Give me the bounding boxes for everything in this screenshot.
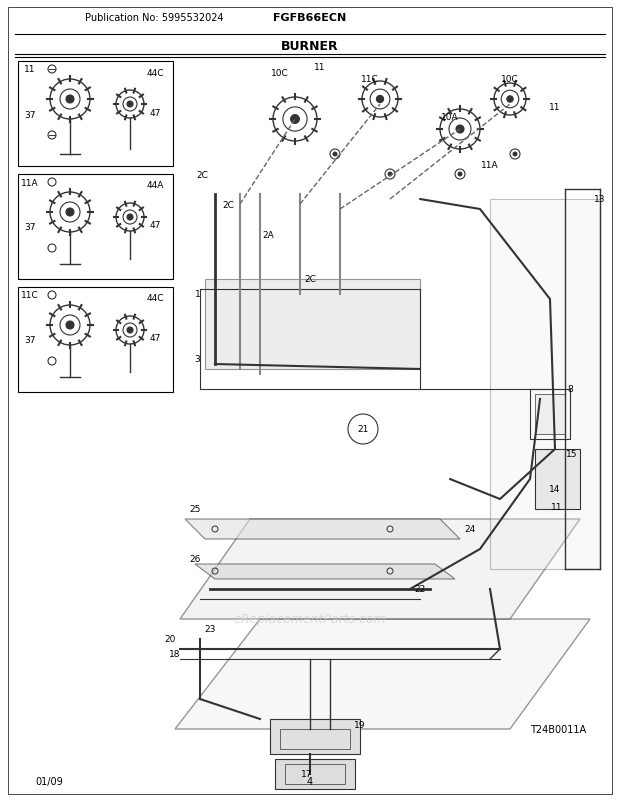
- Text: 10C: 10C: [271, 68, 289, 78]
- Text: 8: 8: [567, 385, 573, 394]
- Polygon shape: [490, 200, 600, 569]
- Text: T24B0011A: T24B0011A: [530, 724, 586, 734]
- Text: 2C: 2C: [196, 170, 208, 180]
- Bar: [285, 764, 345, 784]
- Bar: [280, 729, 350, 749]
- Text: 44C: 44C: [146, 68, 164, 78]
- Text: 44C: 44C: [146, 294, 164, 303]
- Text: 47: 47: [149, 334, 161, 343]
- Text: eReplacementParts.com: eReplacementParts.com: [234, 613, 386, 626]
- Circle shape: [127, 327, 133, 334]
- Circle shape: [458, 172, 462, 176]
- Text: 37: 37: [24, 223, 36, 233]
- Text: 13: 13: [594, 195, 606, 205]
- Circle shape: [333, 153, 337, 157]
- Text: 37: 37: [24, 111, 36, 119]
- Polygon shape: [175, 619, 590, 729]
- Circle shape: [66, 96, 74, 104]
- Bar: [535, 395, 565, 435]
- Text: 44A: 44A: [146, 181, 164, 190]
- Text: 15: 15: [566, 450, 578, 459]
- Text: 2C: 2C: [222, 200, 234, 209]
- Text: 20: 20: [164, 634, 175, 644]
- Text: 23: 23: [205, 625, 216, 634]
- Text: 14: 14: [549, 485, 560, 494]
- Circle shape: [127, 215, 133, 221]
- Text: 26: 26: [189, 555, 201, 564]
- Circle shape: [456, 126, 464, 134]
- Bar: [18, 62, 173, 167]
- Circle shape: [66, 322, 74, 330]
- Text: 11C: 11C: [361, 75, 379, 84]
- Polygon shape: [185, 520, 460, 539]
- Text: 37: 37: [24, 336, 36, 345]
- Text: Publication No: 5995532024: Publication No: 5995532024: [85, 13, 224, 23]
- Text: 47: 47: [149, 221, 161, 230]
- Bar: [18, 288, 173, 392]
- Polygon shape: [180, 520, 580, 619]
- Text: 22: 22: [414, 585, 425, 593]
- Text: 3: 3: [194, 355, 200, 364]
- Text: 47: 47: [149, 108, 161, 117]
- Circle shape: [388, 172, 392, 176]
- Circle shape: [376, 96, 384, 103]
- Text: 17: 17: [301, 770, 312, 779]
- Circle shape: [66, 209, 74, 217]
- Text: 11: 11: [24, 66, 36, 75]
- Text: 2C: 2C: [304, 275, 316, 284]
- Text: 10A: 10A: [441, 113, 459, 123]
- Bar: [530, 390, 570, 439]
- Text: BURNER: BURNER: [281, 39, 339, 52]
- Text: 4: 4: [307, 776, 313, 786]
- Bar: [270, 719, 360, 754]
- Text: 25: 25: [189, 505, 201, 514]
- Text: 11: 11: [314, 63, 326, 72]
- Text: 2A: 2A: [262, 230, 274, 239]
- Text: 01/09: 01/09: [35, 776, 63, 786]
- Text: 1: 1: [195, 290, 201, 299]
- Text: 11: 11: [551, 503, 563, 512]
- Polygon shape: [205, 280, 420, 370]
- Text: 24: 24: [464, 525, 476, 534]
- Bar: [18, 175, 173, 280]
- Bar: [535, 449, 580, 509]
- Circle shape: [507, 97, 513, 103]
- Text: 10C: 10C: [501, 75, 519, 84]
- Text: 19: 19: [354, 721, 366, 730]
- Circle shape: [513, 153, 517, 157]
- Text: 11A: 11A: [21, 178, 39, 187]
- Circle shape: [127, 102, 133, 107]
- Text: 11C: 11C: [21, 291, 39, 300]
- Text: 11: 11: [549, 103, 560, 112]
- Polygon shape: [195, 565, 455, 579]
- Bar: [275, 759, 355, 789]
- Circle shape: [291, 115, 299, 124]
- Text: 18: 18: [169, 650, 181, 658]
- Text: 21: 21: [357, 425, 369, 434]
- Text: FGFB66ECN: FGFB66ECN: [273, 13, 347, 23]
- Text: 11A: 11A: [481, 160, 499, 169]
